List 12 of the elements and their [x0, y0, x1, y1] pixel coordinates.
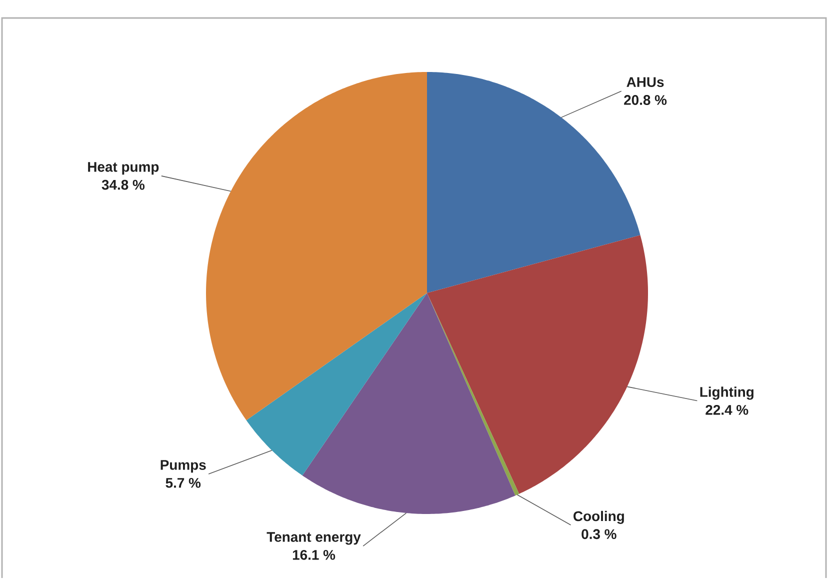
data-label: 16.1 %: [292, 550, 336, 560]
slice-label: Lighting: [700, 386, 754, 400]
data-label: 34.8 %: [102, 180, 145, 190]
slice-label: Tenant energy: [266, 532, 361, 545]
slice-label: Pumps: [160, 460, 206, 473]
slice-label: Heat pump: [88, 162, 159, 175]
slice-label: Cooling: [574, 511, 624, 524]
data-label: 0.3 %: [582, 529, 616, 540]
data-label: 22.4 %: [706, 405, 748, 415]
data-label: 20.8 %: [624, 95, 667, 106]
slice-label: AHUs: [626, 77, 664, 88]
data-label: 5.7 %: [166, 478, 201, 488]
